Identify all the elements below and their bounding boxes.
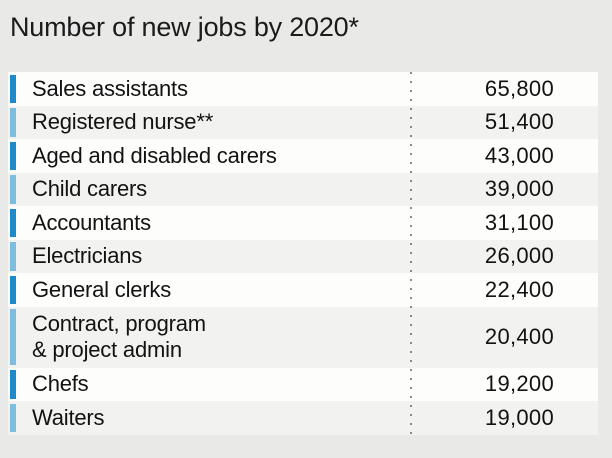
rank-bar-icon [10,275,16,304]
table-row: Waiters 19,000 [8,401,598,435]
job-value: 51,400 [484,109,554,135]
job-label: Waiters [32,404,105,430]
job-value: 39,000 [484,176,554,202]
rank-bar-icon [10,141,16,170]
job-value: 19,000 [484,404,554,430]
job-value: 43,000 [484,142,554,168]
job-value: 19,200 [484,371,554,397]
rank-bar-icon [10,370,16,399]
job-value: 65,800 [484,75,554,101]
rank-bar-icon [10,74,16,103]
rank-bar-icon [10,403,16,432]
job-label: General clerks [32,276,172,302]
job-label: Contract, program & project admin [32,311,206,362]
rank-bar-icon [10,242,16,271]
dotted-divider-line [410,72,412,434]
job-label: Chefs [32,371,89,397]
job-label: Aged and disabled carers [32,142,277,168]
job-label: Registered nurse** [32,109,214,135]
table-row: Contract, program & project admin 20,400 [8,306,598,368]
rank-bar-icon [10,208,16,237]
table-row: Child carers 39,000 [8,172,598,206]
table-row: General clerks 22,400 [8,273,598,307]
rank-bar-icon [10,108,16,137]
jobs-table: Sales assistants 65,800 Registered nurse… [8,72,598,435]
job-label: Electricians [32,243,143,269]
job-label: Accountants [32,209,151,235]
job-value: 22,400 [484,276,554,302]
job-value: 31,100 [484,209,554,235]
chart-title: Number of new jobs by 2020* [10,12,359,42]
job-label: Child carers [32,176,147,202]
table-row: Electricians 26,000 [8,239,598,273]
job-value: 20,400 [484,324,554,349]
table-row: Aged and disabled carers 43,000 [8,139,598,173]
table-row: Chefs 19,200 [8,367,598,401]
table-row: Registered nurse** 51,400 [8,105,598,139]
table-row: Accountants 31,100 [8,206,598,240]
table-row: Sales assistants 65,800 [8,72,598,106]
job-value: 26,000 [484,243,554,269]
rank-bar-icon [10,309,16,365]
job-label: Sales assistants [32,75,188,101]
rank-bar-icon [10,175,16,204]
